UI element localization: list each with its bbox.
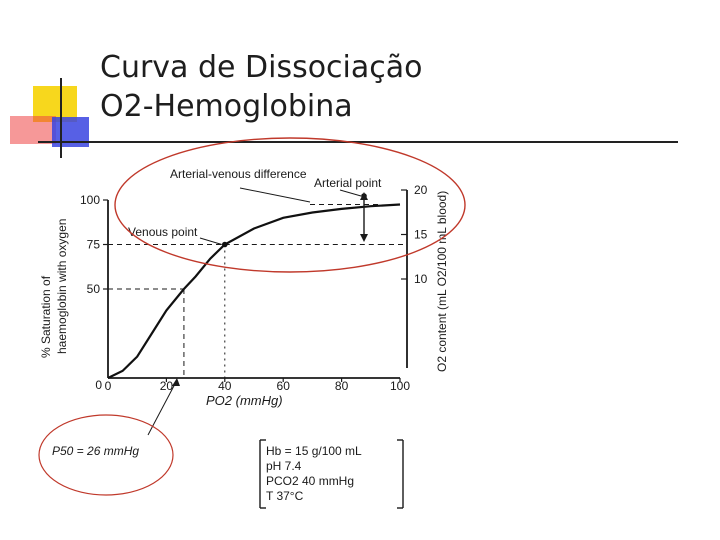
x-tick-label: 80 — [335, 379, 349, 393]
y2-axis-label: O2 content (mL O2/100 mL blood) — [435, 191, 449, 372]
deco-horizontal-line — [38, 141, 678, 143]
conditions-line-3: PCO2 40 mmHg — [266, 474, 354, 488]
conditions-line-4: T 37°C — [266, 489, 304, 503]
p50-annotation: P50 = 26 mmHg — [38, 378, 180, 496]
y2-tick-label: 10 — [414, 272, 428, 286]
slide-title: Curva de Dissociação O2-Hemoglobina — [100, 48, 423, 126]
x-tick-label: 20 — [160, 379, 174, 393]
highlight-ellipse — [114, 137, 466, 273]
arterial-point-label: Arterial point — [314, 176, 382, 190]
chart-axes — [107, 190, 408, 379]
conditions-line-1: Hb = 15 g/100 mL — [266, 444, 362, 458]
arterial-point-pointer — [339, 189, 362, 197]
dissociation-curve — [107, 203, 401, 379]
y-tick-label: 100 — [80, 193, 100, 207]
x-tick-label: 40 — [218, 379, 232, 393]
y-tick-label: 50 — [87, 282, 101, 296]
conditions-box: Hb = 15 g/100 mL pH 7.4 PCO2 40 mmHg T 3… — [259, 439, 404, 509]
y2-tick-label: 20 — [414, 183, 428, 197]
av-difference-label: Arterial-venous difference — [170, 167, 307, 181]
venous-point-label: Venous point — [128, 225, 198, 239]
x-ticks: 0 20 40 60 80 100 — [105, 378, 410, 393]
av-difference-arrow — [239, 187, 311, 203]
x-tick-label: 0 — [105, 379, 112, 393]
x-axis-label: PO2 (mmHg) — [206, 393, 283, 408]
title-line-2: O2-Hemoglobina — [100, 89, 353, 124]
x-tick-label: 60 — [277, 379, 291, 393]
conditions-line-2: pH 7.4 — [266, 459, 302, 473]
av-difference-annotation: Arterial-venous difference — [170, 167, 368, 242]
y-ticks: 0 50 75 100 — [80, 193, 108, 392]
p50-arrowhead — [172, 378, 180, 386]
av-bracket-arrow-down — [360, 234, 368, 242]
y2-ticks: 10 15 20 — [401, 183, 428, 286]
y-tick-label: 0 — [95, 378, 102, 392]
venous-point-pointer — [199, 237, 222, 245]
y-axis-label-line-1: % Saturation of — [39, 275, 53, 358]
y2-tick-label: 15 — [414, 228, 428, 242]
p50-label: P50 = 26 mmHg — [52, 444, 139, 458]
guide-lines — [108, 203, 407, 378]
venous-point — [222, 241, 228, 248]
x-tick-label: 100 — [390, 379, 410, 393]
deco-vertical-line — [60, 78, 62, 158]
y-tick-label: 75 — [87, 238, 101, 252]
av-bracket-arrow-up — [360, 192, 368, 200]
chart-points: Venous point Arterial point — [128, 176, 382, 248]
deco-red-block — [10, 116, 56, 144]
p50-ellipse — [38, 414, 174, 496]
y-axis-label-line-2: haemoglobin with oxygen — [55, 219, 69, 354]
title-line-1: Curva de Dissociação — [100, 50, 423, 85]
